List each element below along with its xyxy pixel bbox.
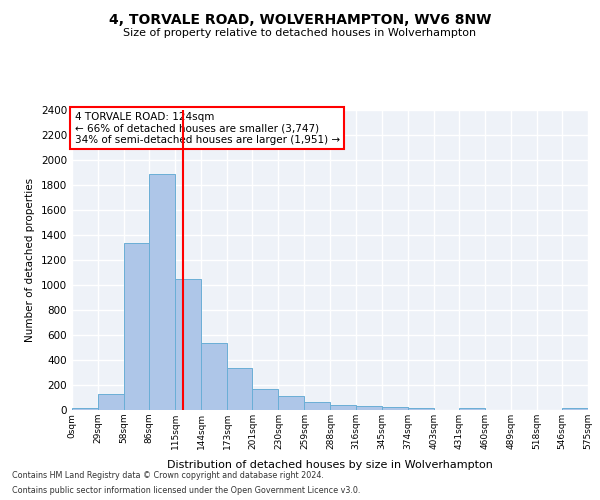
- Bar: [356, 406, 382, 410]
- Text: Size of property relative to detached houses in Wolverhampton: Size of property relative to detached ho…: [124, 28, 476, 38]
- Bar: [562, 408, 588, 410]
- Bar: [382, 407, 407, 410]
- X-axis label: Distribution of detached houses by size in Wolverhampton: Distribution of detached houses by size …: [167, 460, 493, 470]
- Text: 4, TORVALE ROAD, WOLVERHAMPTON, WV6 8NW: 4, TORVALE ROAD, WOLVERHAMPTON, WV6 8NW: [109, 12, 491, 26]
- Bar: [201, 342, 227, 410]
- Y-axis label: Number of detached properties: Number of detached properties: [25, 178, 35, 342]
- Bar: [98, 394, 124, 410]
- Text: Contains HM Land Registry data © Crown copyright and database right 2024.: Contains HM Land Registry data © Crown c…: [12, 471, 324, 480]
- Text: 4 TORVALE ROAD: 124sqm
← 66% of detached houses are smaller (3,747)
34% of semi-: 4 TORVALE ROAD: 124sqm ← 66% of detached…: [74, 112, 340, 144]
- Bar: [459, 408, 485, 410]
- Bar: [175, 280, 201, 410]
- Bar: [407, 408, 434, 410]
- Bar: [227, 368, 253, 410]
- Bar: [331, 405, 356, 410]
- Bar: [278, 396, 304, 410]
- Bar: [72, 408, 98, 410]
- Bar: [304, 402, 331, 410]
- Bar: [149, 174, 175, 410]
- Bar: [253, 389, 278, 410]
- Bar: [124, 242, 149, 410]
- Text: Contains public sector information licensed under the Open Government Licence v3: Contains public sector information licen…: [12, 486, 361, 495]
